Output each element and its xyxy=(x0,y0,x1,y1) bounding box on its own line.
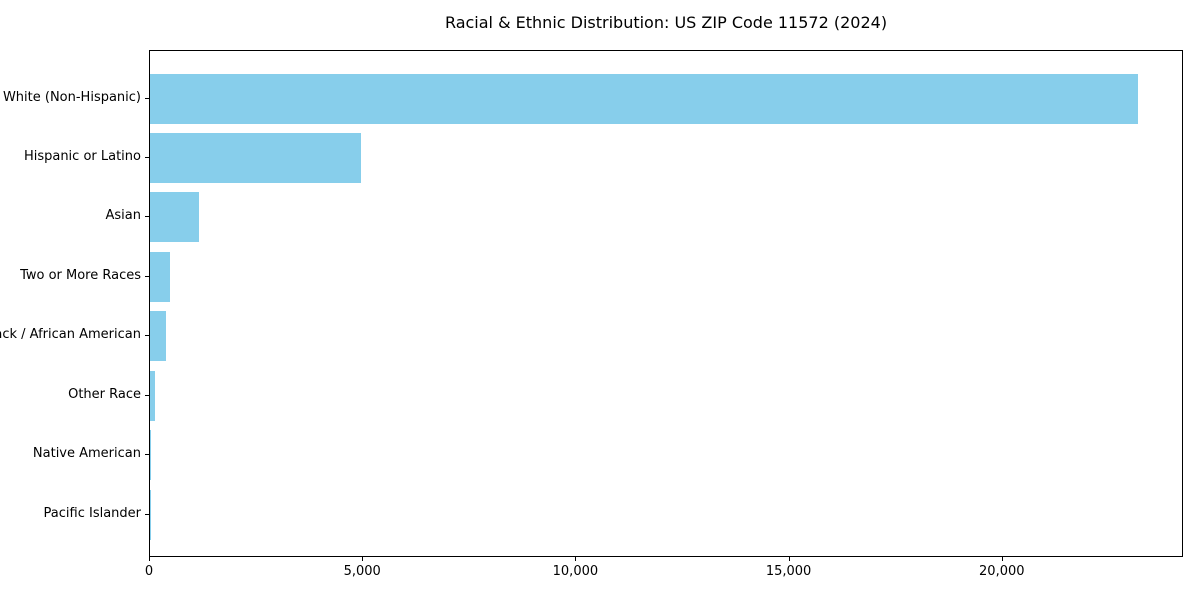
y-tick-label: Other Race xyxy=(68,386,141,402)
y-tick-mark xyxy=(145,275,149,277)
bar xyxy=(150,192,200,243)
x-tick-mark xyxy=(1001,557,1003,561)
bar xyxy=(150,132,362,183)
y-tick-label: Two or More Races xyxy=(20,267,141,283)
y-tick-label: White (Non-Hispanic) xyxy=(2,89,141,105)
y-tick-mark xyxy=(145,335,149,337)
y-tick-mark xyxy=(145,513,149,515)
chart-title: Racial & Ethnic Distribution: US ZIP Cod… xyxy=(444,13,888,32)
x-tick-label: 0 xyxy=(144,564,154,579)
y-tick-label: Black / African American xyxy=(0,327,141,343)
y-tick-label: Pacific Islander xyxy=(43,505,141,521)
bar xyxy=(150,311,166,362)
x-tick-label: 15,000 xyxy=(765,564,812,579)
bar xyxy=(150,73,1138,124)
y-tick-label: Hispanic or Latino xyxy=(23,148,141,164)
bar xyxy=(150,430,151,481)
y-tick-label: Asian xyxy=(105,208,141,224)
x-tick-mark xyxy=(788,557,790,561)
y-tick-mark xyxy=(145,454,149,456)
y-tick-mark xyxy=(145,394,149,396)
x-tick-label: 10,000 xyxy=(552,564,599,579)
y-tick-mark xyxy=(145,97,149,99)
bar xyxy=(150,370,155,421)
x-tick-label: 5,000 xyxy=(343,564,381,579)
x-tick-mark xyxy=(149,557,150,561)
y-tick-mark xyxy=(145,216,149,218)
bar xyxy=(150,251,171,302)
y-tick-mark xyxy=(145,156,149,158)
plot-area xyxy=(149,50,1183,557)
x-tick-mark xyxy=(575,557,577,561)
x-tick-mark xyxy=(362,557,364,561)
y-tick-label: Native American xyxy=(32,446,141,462)
x-tick-label: 20,000 xyxy=(979,564,1025,579)
